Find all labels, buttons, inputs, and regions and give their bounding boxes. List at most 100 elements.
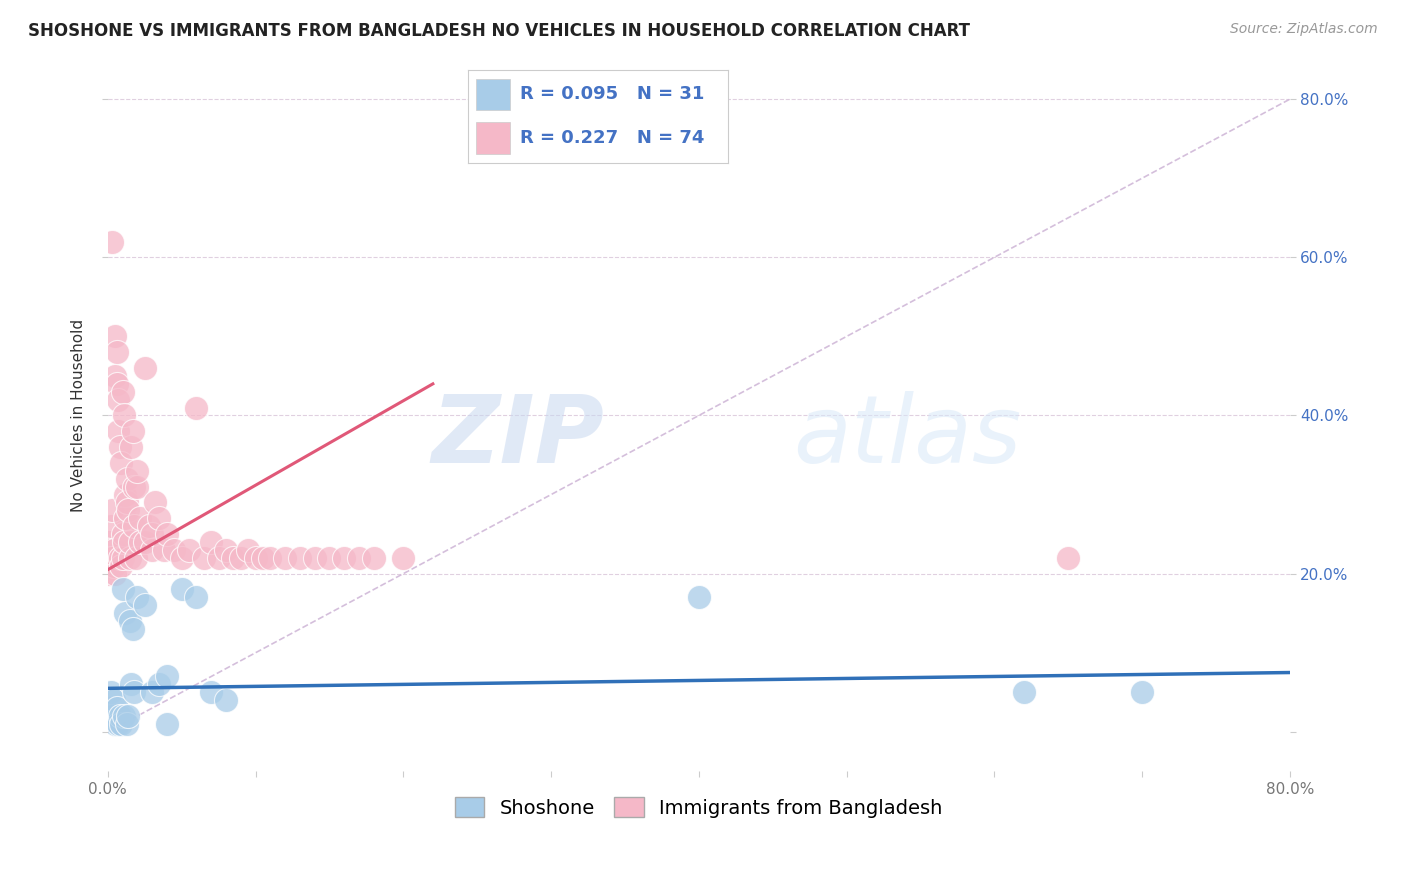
Point (363, 550, 385, 565)
Point (347, 550, 370, 565)
Point (107, 425, 129, 439)
Point (115, 495, 138, 509)
Point (110, 717, 132, 731)
Point (117, 503, 139, 517)
Point (125, 550, 148, 565)
Point (222, 550, 245, 565)
Point (108, 550, 131, 565)
Point (124, 519, 146, 533)
Point (114, 606, 136, 620)
Point (163, 543, 186, 558)
Point (115, 472, 138, 486)
Point (134, 535, 156, 549)
Point (129, 511, 152, 525)
Point (1130, 685, 1153, 699)
Point (104, 717, 127, 731)
Point (143, 495, 166, 509)
Point (103, 543, 125, 558)
Point (200, 535, 222, 549)
Point (111, 384, 134, 399)
Point (124, 480, 146, 494)
Point (186, 401, 208, 415)
Point (193, 550, 215, 565)
Point (100, 685, 122, 699)
Point (127, 480, 149, 494)
Point (100, 519, 122, 533)
Point (148, 677, 170, 691)
Point (134, 599, 156, 613)
Point (108, 709, 131, 723)
Point (245, 550, 267, 565)
Point (98, 701, 121, 715)
Point (304, 550, 326, 565)
Point (100, 550, 122, 565)
Point (122, 425, 145, 439)
Point (103, 693, 125, 707)
Point (141, 543, 163, 558)
Point (111, 582, 134, 597)
Text: Source: ZipAtlas.com: Source: ZipAtlas.com (1230, 22, 1378, 37)
Point (104, 368, 127, 383)
Point (288, 550, 311, 565)
Point (1012, 685, 1035, 699)
Point (101, 503, 124, 517)
Point (274, 550, 297, 565)
Point (688, 591, 710, 605)
Legend: Shoshone, Immigrants from Bangladesh: Shoshone, Immigrants from Bangladesh (447, 789, 950, 826)
Point (392, 550, 415, 565)
Point (107, 717, 129, 731)
Point (127, 591, 149, 605)
Point (333, 550, 356, 565)
Point (200, 685, 222, 699)
Point (1057, 550, 1080, 565)
Point (134, 361, 156, 376)
Point (98, 550, 121, 565)
Point (118, 614, 141, 628)
Y-axis label: No Vehicles in Household: No Vehicles in Household (72, 319, 86, 512)
Point (229, 550, 252, 565)
Point (117, 709, 139, 723)
Point (138, 519, 160, 533)
Point (110, 558, 132, 573)
Text: ZIP: ZIP (432, 391, 605, 483)
Point (101, 235, 124, 249)
Point (122, 622, 145, 636)
Point (141, 527, 163, 541)
Point (118, 535, 141, 549)
Point (108, 440, 131, 454)
Point (101, 709, 124, 723)
Point (153, 543, 176, 558)
Point (170, 550, 193, 565)
Point (186, 591, 208, 605)
Point (101, 550, 124, 565)
Point (114, 511, 136, 525)
Point (170, 582, 193, 597)
Text: atlas: atlas (793, 392, 1022, 483)
Point (177, 543, 200, 558)
Point (120, 440, 142, 454)
Point (127, 464, 149, 478)
Point (98, 566, 121, 581)
Point (236, 543, 259, 558)
Point (129, 535, 152, 549)
Point (103, 558, 125, 573)
Point (107, 392, 129, 407)
Point (105, 376, 128, 391)
Point (112, 409, 135, 423)
Point (120, 677, 142, 691)
Point (207, 550, 229, 565)
Point (112, 535, 135, 549)
Point (156, 527, 179, 541)
Point (105, 345, 128, 359)
Point (111, 550, 134, 565)
Point (112, 709, 135, 723)
Point (141, 685, 163, 699)
Point (259, 550, 281, 565)
Point (156, 717, 179, 731)
Point (115, 717, 138, 731)
Point (104, 329, 127, 343)
Text: SHOSHONE VS IMMIGRANTS FROM BANGLADESH NO VEHICLES IN HOUSEHOLD CORRELATION CHAR: SHOSHONE VS IMMIGRANTS FROM BANGLADESH N… (28, 22, 970, 40)
Point (118, 550, 141, 565)
Point (98, 535, 121, 549)
Point (104, 566, 127, 581)
